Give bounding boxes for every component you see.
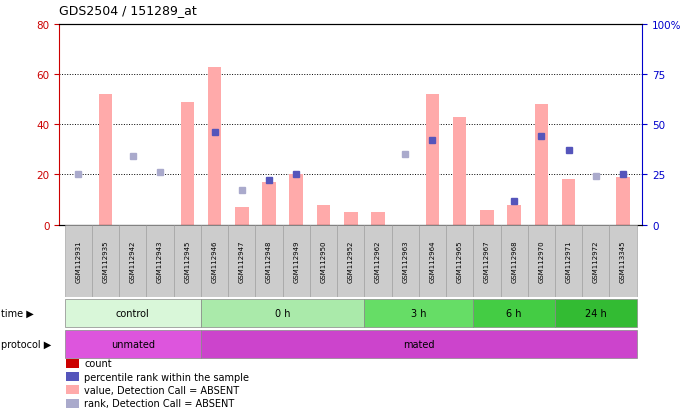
Bar [446, 225, 473, 297]
Bar [453, 117, 466, 225]
Text: GSM112946: GSM112946 [211, 240, 218, 282]
Text: GSM112935: GSM112935 [103, 240, 109, 282]
Text: GSM112965: GSM112965 [456, 240, 463, 282]
Text: 24 h: 24 h [585, 308, 607, 318]
Text: GSM112950: GSM112950 [320, 240, 327, 282]
Bar [99, 95, 112, 225]
Text: 6 h: 6 h [507, 308, 522, 318]
Text: 0 h: 0 h [275, 308, 290, 318]
Text: control: control [116, 308, 150, 318]
Bar [228, 225, 255, 297]
Bar [201, 330, 637, 358]
Text: GSM112942: GSM112942 [130, 240, 136, 282]
Bar [535, 105, 548, 225]
Bar [473, 225, 500, 297]
Bar [119, 225, 147, 297]
Bar [290, 175, 303, 225]
Bar [317, 205, 330, 225]
Bar [616, 178, 630, 225]
Text: GSM112968: GSM112968 [511, 240, 517, 282]
Bar [283, 225, 310, 297]
Text: GSM112967: GSM112967 [484, 240, 490, 282]
Bar [201, 299, 364, 327]
Bar [419, 225, 446, 297]
Bar [582, 225, 609, 297]
Text: GDS2504 / 151289_at: GDS2504 / 151289_at [59, 4, 197, 17]
Bar [262, 183, 276, 225]
Text: value, Detection Call = ABSENT: value, Detection Call = ABSENT [84, 385, 239, 395]
Bar [528, 225, 555, 297]
Text: GSM112970: GSM112970 [538, 240, 544, 282]
Bar [392, 225, 419, 297]
Bar [255, 225, 283, 297]
Text: 3 h: 3 h [411, 308, 426, 318]
Bar [65, 225, 92, 297]
Text: protocol ▶: protocol ▶ [1, 339, 52, 349]
Text: mated: mated [403, 339, 435, 349]
Text: GSM112952: GSM112952 [348, 240, 354, 282]
Bar [555, 225, 582, 297]
Text: GSM112947: GSM112947 [239, 240, 245, 282]
Bar [555, 299, 637, 327]
Bar [609, 225, 637, 297]
Text: GSM112945: GSM112945 [184, 240, 191, 282]
Bar [65, 330, 201, 358]
Bar [92, 225, 119, 297]
Bar [235, 208, 248, 225]
Text: GSM112931: GSM112931 [75, 240, 82, 282]
Text: rank, Detection Call = ABSENT: rank, Detection Call = ABSENT [84, 398, 235, 408]
Bar [174, 225, 201, 297]
Bar [181, 102, 194, 225]
Bar [65, 299, 201, 327]
Bar [364, 225, 392, 297]
Bar [371, 213, 385, 225]
Bar [201, 225, 228, 297]
Bar [344, 213, 357, 225]
Bar [562, 180, 575, 225]
Text: GSM112949: GSM112949 [293, 240, 299, 282]
Text: count: count [84, 358, 112, 368]
Text: GSM112971: GSM112971 [565, 240, 572, 282]
Text: GSM112963: GSM112963 [402, 240, 408, 282]
Bar [337, 225, 364, 297]
Text: GSM112962: GSM112962 [375, 240, 381, 282]
Text: time ▶: time ▶ [1, 308, 34, 318]
Text: GSM112972: GSM112972 [593, 240, 599, 282]
Bar [507, 205, 521, 225]
Text: GSM112943: GSM112943 [157, 240, 163, 282]
Bar [208, 67, 221, 225]
Bar [364, 299, 473, 327]
Bar [147, 225, 174, 297]
Text: GSM112948: GSM112948 [266, 240, 272, 282]
Text: GSM113345: GSM113345 [620, 240, 626, 282]
Bar [500, 225, 528, 297]
Text: percentile rank within the sample: percentile rank within the sample [84, 372, 249, 382]
Text: GSM112964: GSM112964 [429, 240, 436, 282]
Bar [426, 95, 439, 225]
Bar [310, 225, 337, 297]
Bar [480, 210, 493, 225]
Bar [473, 299, 555, 327]
Text: unmated: unmated [111, 339, 155, 349]
